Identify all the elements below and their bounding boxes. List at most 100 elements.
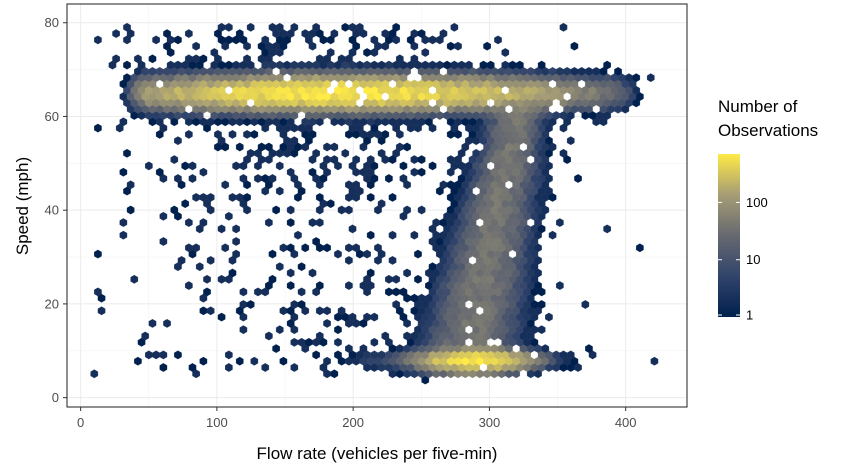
hexbin-cell [286, 268, 295, 278]
hexbin-cell [246, 300, 255, 309]
hexbin-cell [192, 243, 200, 253]
legend-ticks: 1 10 100 [718, 195, 768, 323]
hexbin-cell [417, 167, 426, 177]
legend: Number of Observations 1 10 100 [718, 97, 818, 323]
hexbin-cell [203, 287, 211, 297]
x-tick-label: 400 [615, 415, 637, 430]
hexbin-cell [545, 312, 553, 322]
x-tick-label: 100 [206, 415, 228, 430]
y-tick-label: 80 [45, 15, 59, 30]
hexbin-cell [170, 205, 179, 215]
hexbin-cell [126, 180, 135, 190]
hexbin-cell [399, 287, 408, 297]
hexbin-cell [199, 167, 208, 177]
hexbin-cell [297, 262, 306, 272]
hexbin-cell [130, 274, 139, 284]
hexbin-cell [392, 22, 400, 32]
hexbin-cell [483, 41, 491, 51]
hexbin-cell [185, 29, 193, 38]
hexbin-cell [250, 356, 259, 366]
hexbin-cell [90, 369, 99, 379]
hexbin-cell [647, 73, 655, 83]
hexbin-cell [381, 130, 390, 139]
hexbin-cell [370, 337, 379, 347]
hexbin-cell [366, 193, 375, 202]
hexbin-cell [119, 218, 128, 227]
hexbin-cell [396, 54, 404, 64]
hexbin-cell [188, 363, 197, 372]
hexbin-cell [185, 218, 193, 227]
hexbin-cell [123, 148, 131, 158]
hexbin-cell [603, 224, 611, 234]
hexbin-cell [377, 148, 386, 158]
hexbin-cell [403, 268, 411, 278]
hexbin-cell [323, 306, 331, 316]
hexbin-cell [330, 29, 339, 38]
hexbin-cell [417, 205, 426, 215]
hexbin-cell [261, 35, 270, 45]
hexbin-cell [348, 224, 357, 234]
hexbin-cell [366, 155, 375, 164]
hexbin-cell [232, 237, 240, 246]
y-axis-title: Speed (mph) [13, 157, 32, 255]
hexbin-cell [185, 130, 193, 139]
hexbin-cell [348, 312, 357, 322]
hexbin-cell [148, 319, 157, 328]
hexbin-cell [243, 54, 251, 64]
hexbin-cell [297, 287, 306, 297]
hexbin-cell [516, 60, 524, 70]
hexbin-cell [323, 243, 331, 253]
hexbin-cell [177, 256, 186, 265]
hexbin-cell [123, 22, 131, 32]
hexbin-cell [559, 22, 568, 32]
hexbin-cell [570, 41, 579, 51]
hexbin-cell [537, 325, 546, 335]
hexbin-cell [286, 281, 295, 290]
hexbin-cell [112, 54, 120, 64]
hexbin-cell [145, 161, 153, 171]
hexbin-cell [290, 136, 299, 146]
hexbin-cell [214, 130, 222, 139]
hexbin-cell [414, 249, 422, 259]
hexbin-cell [399, 161, 408, 171]
y-tick-label: 20 [45, 296, 59, 311]
x-tick-label: 300 [479, 415, 501, 430]
hexbin-cell [312, 350, 320, 360]
hexbin-cell [334, 249, 342, 259]
hexbin-cell [275, 325, 284, 335]
hexbin-cell [246, 22, 255, 32]
hexbin-cell [225, 363, 233, 372]
hexbin-cell [119, 167, 128, 177]
hexbin-cell [159, 237, 168, 246]
hexbin-cell [494, 35, 502, 45]
hexbin-cell [566, 136, 575, 146]
legend-label: 10 [746, 252, 760, 267]
hexbin-cell [330, 142, 339, 152]
hexbin-cell [239, 287, 248, 297]
hexbin-cell [228, 268, 237, 278]
hexbin-cell [417, 29, 426, 38]
hexbin-cell [94, 287, 102, 297]
hexbin-cell [163, 319, 171, 328]
hexbin-cell [352, 243, 360, 253]
hexbin-cell [359, 344, 368, 353]
hexbin-cell [614, 67, 622, 76]
hexbin-cell [210, 48, 219, 57]
hexbin-cell [243, 193, 251, 202]
hexbin-cell [410, 230, 419, 240]
hexbin-cell [439, 29, 448, 38]
x-tick-label: 0 [77, 415, 84, 430]
hexbin-cell [225, 22, 233, 32]
hexbin-cell [323, 356, 331, 366]
hexbin-cell [192, 41, 200, 51]
hexbin-cell [330, 155, 339, 164]
hexbin-cell [632, 73, 641, 83]
hexbin-cell [188, 161, 197, 171]
hexbin-cell [159, 211, 168, 221]
hexbin-cell [541, 344, 550, 353]
hexbin-cell [94, 249, 102, 259]
hexbin-cell [272, 344, 280, 353]
hexbin-cell [334, 350, 342, 360]
hexbin-cell [650, 356, 659, 366]
